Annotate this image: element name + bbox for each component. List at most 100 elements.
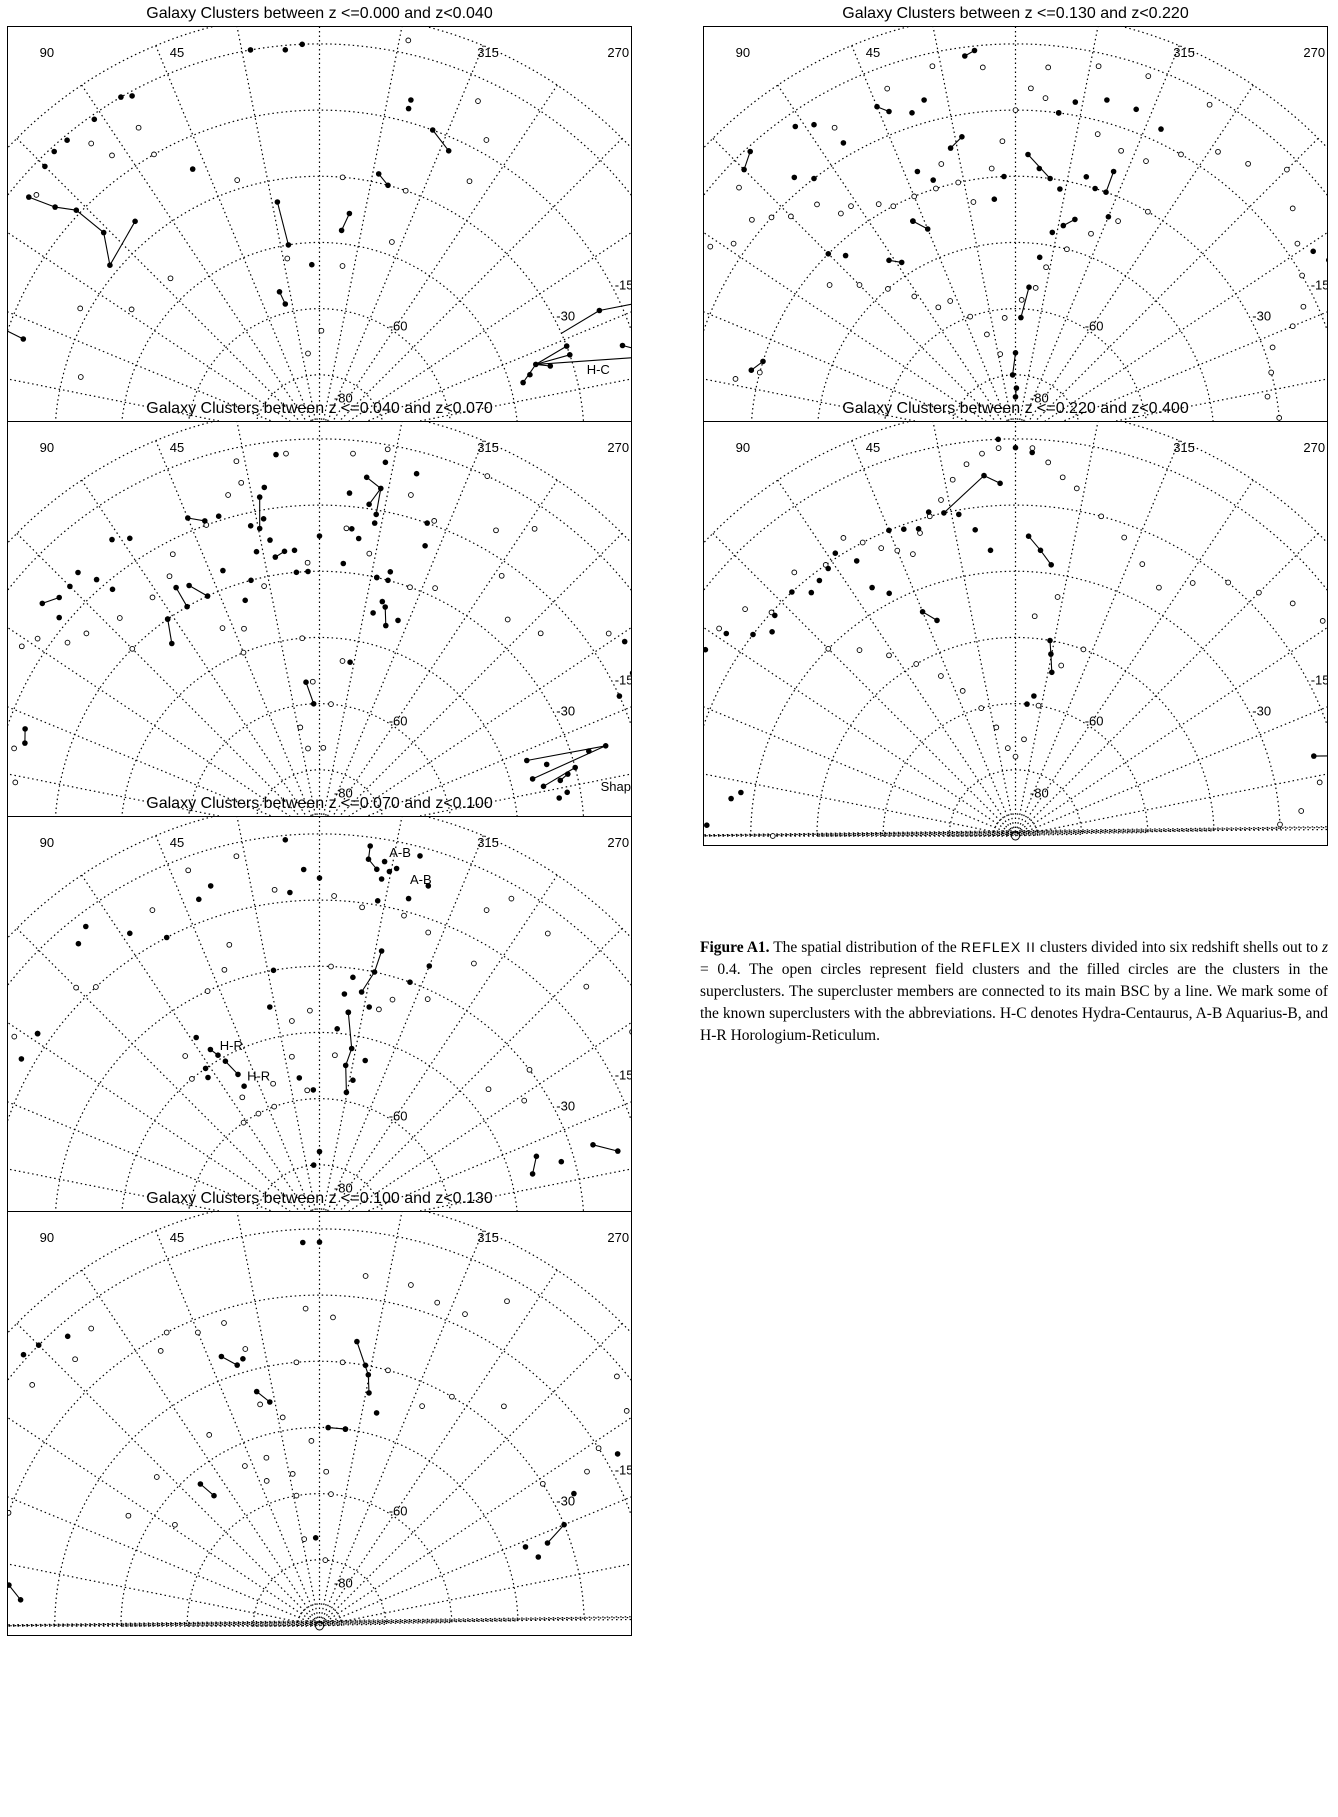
ra-grid-line: [932, 27, 1016, 437]
field-cluster: [475, 98, 481, 104]
ra-grid-line: [704, 773, 1012, 836]
supercluster-member: [1092, 185, 1098, 192]
ra-tick-label: 270: [607, 45, 629, 60]
supercluster-member: [1049, 669, 1055, 676]
supercluster-link: [599, 303, 631, 312]
field-cluster: [707, 243, 714, 250]
field-cluster: [339, 263, 346, 269]
ra-grid-line: [704, 311, 1012, 440]
supercluster-member: [424, 520, 431, 526]
field-cluster: [967, 313, 974, 320]
supercluster-member: [565, 771, 571, 777]
ra-grid-line: [8, 1022, 317, 1229]
field-cluster: [163, 1329, 170, 1336]
field-cluster: [432, 585, 438, 591]
supercluster-member: [234, 1362, 240, 1368]
field-cluster: [1269, 344, 1276, 351]
dec-tick-label: -80: [334, 390, 353, 405]
supercluster-member: [355, 535, 362, 542]
supercluster-member: [405, 895, 412, 902]
dec-grid-line: [54, 965, 585, 1232]
supercluster-member: [341, 991, 348, 997]
supercluster-member: [816, 577, 823, 584]
field-cluster: [206, 1432, 213, 1438]
ra-grid-line: [155, 1230, 319, 1623]
field-cluster: [401, 912, 407, 919]
field-cluster: [1021, 736, 1027, 743]
field-cluster: [302, 1305, 309, 1312]
ra-tick-label: 90: [40, 440, 54, 455]
supercluster-link: [276, 201, 289, 246]
field-cluster: [226, 941, 233, 948]
supercluster-link: [561, 310, 600, 334]
ra-tick-label: 315: [1173, 45, 1195, 60]
supercluster-link: [188, 585, 208, 597]
supercluster-member: [51, 148, 57, 155]
field-cluster: [359, 904, 365, 911]
field-cluster: [1143, 158, 1149, 164]
supercluster-link: [368, 488, 382, 505]
field-cluster: [462, 1311, 468, 1317]
supercluster-member: [972, 527, 978, 533]
supercluster-link: [373, 950, 383, 973]
graticule: [8, 1212, 631, 1631]
ra-grid-line: [932, 422, 1016, 832]
supercluster-link: [1105, 171, 1115, 193]
field-cluster: [537, 630, 544, 637]
field-cluster: [1289, 205, 1296, 212]
supercluster-member: [1104, 97, 1110, 103]
field-cluster: [1319, 618, 1326, 624]
field-cluster: [64, 639, 71, 646]
field-cluster: [984, 331, 990, 338]
supercluster-member: [52, 204, 58, 210]
ra-tick-label: 45: [170, 835, 184, 850]
caption-text-3: = 0.4. The open circles represent field …: [700, 961, 1328, 1044]
supercluster-member: [924, 226, 931, 232]
field-cluster: [1045, 64, 1052, 71]
supercluster-member: [561, 1521, 567, 1528]
supercluster-member: [56, 614, 62, 621]
field-cluster: [240, 1119, 247, 1126]
field-cluster: [8, 1509, 12, 1516]
supercluster-member: [1047, 637, 1053, 644]
ra-grid-line: [1018, 627, 1327, 834]
supercluster-member: [363, 474, 370, 481]
field-cluster: [153, 1474, 160, 1480]
ra-grid-line: [155, 45, 319, 438]
field-cluster: [504, 1298, 510, 1305]
graticule: [704, 422, 1327, 841]
field-cluster: [1095, 63, 1102, 70]
supercluster-member: [386, 868, 393, 875]
field-cluster: [732, 376, 739, 382]
field-cluster: [29, 1382, 36, 1388]
dec-grid-line: [54, 1360, 585, 1627]
ra-grid-line: [81, 479, 318, 833]
supercluster-member: [371, 969, 378, 975]
ra-grid-line: [16, 532, 317, 834]
supercluster-member: [100, 229, 107, 236]
supercluster-member: [207, 883, 214, 889]
field-cluster: [856, 647, 863, 653]
supercluster-member: [429, 127, 436, 133]
supercluster-member: [445, 148, 452, 154]
supercluster-member: [393, 865, 400, 872]
dec-tick-label: -60: [1085, 713, 1104, 728]
ra-grid-line: [8, 1168, 316, 1231]
supercluster-member: [395, 617, 401, 624]
ra-grid-line: [1018, 137, 1319, 439]
field-cluster: [583, 983, 590, 990]
supercluster-member: [358, 989, 365, 995]
supercluster-member: [997, 480, 1003, 487]
ra-tick-label: 45: [170, 45, 184, 60]
supercluster-member: [205, 1074, 211, 1081]
ra-tick-label: 315: [477, 1230, 499, 1245]
supercluster-member: [619, 342, 626, 349]
ra-grid-line: [322, 1022, 631, 1229]
sky-map: 1801359045315270225180-15-30-60-80Shaple…: [7, 421, 632, 846]
field-cluster: [434, 1299, 441, 1306]
ra-grid-line: [322, 627, 631, 834]
field-cluster: [11, 1033, 18, 1040]
supercluster-member: [1310, 248, 1316, 255]
supercluster-member: [556, 795, 562, 801]
field-cluster: [384, 446, 391, 453]
